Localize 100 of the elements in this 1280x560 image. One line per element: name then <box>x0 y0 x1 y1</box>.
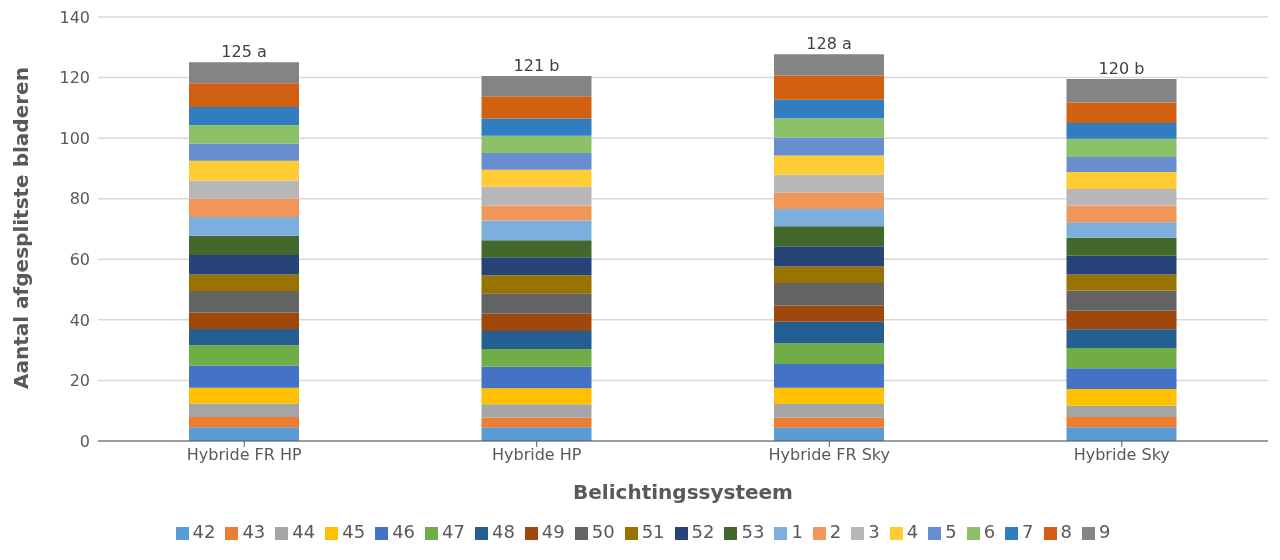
bar <box>1066 222 1177 238</box>
bar <box>774 209 884 227</box>
bar <box>774 305 884 322</box>
bar <box>1066 329 1177 349</box>
x-axis-title: Belichtingssysteem <box>573 480 793 504</box>
legend-label: 42 <box>192 521 216 542</box>
legend-label: 51 <box>641 521 665 542</box>
bar <box>481 427 592 441</box>
bar <box>189 417 299 428</box>
bar <box>774 54 884 76</box>
bar <box>774 174 884 193</box>
y-tick-label: 60 <box>69 249 90 269</box>
bar <box>481 275 592 294</box>
bar <box>1066 102 1177 123</box>
legend-label: 7 <box>1022 521 1034 542</box>
bar <box>481 313 592 332</box>
bar <box>1066 290 1177 311</box>
x-tick-label: Hybride FR HP <box>186 445 303 465</box>
bar <box>774 364 884 388</box>
bar <box>1066 388 1177 406</box>
y-tick-label: 40 <box>69 310 90 330</box>
bar <box>774 343 884 365</box>
bar <box>481 169 592 187</box>
legend-label: 8 <box>1060 521 1073 542</box>
bar <box>1066 237 1177 256</box>
bar <box>774 387 884 405</box>
y-tick-label: 100 <box>59 128 90 148</box>
legend-label: 53 <box>741 521 765 542</box>
y-tick-label: 140 <box>59 7 90 27</box>
bar <box>189 403 299 418</box>
bar <box>774 246 884 267</box>
bar <box>774 282 884 306</box>
bar <box>189 328 299 346</box>
bar <box>1066 255 1177 275</box>
total-label: 120 b <box>1098 59 1145 79</box>
bar <box>1066 274 1177 291</box>
bar <box>481 331 592 349</box>
bar <box>481 205 592 221</box>
bar <box>189 365 299 388</box>
legend-label: 43 <box>242 521 266 542</box>
bar <box>189 274 299 292</box>
bar <box>481 388 592 405</box>
legend-label: 46 <box>392 521 416 542</box>
bar <box>189 345 299 366</box>
bar <box>1066 427 1177 441</box>
bar <box>481 152 592 170</box>
legend-label: 2 <box>829 521 842 542</box>
bar <box>481 417 592 428</box>
bar <box>481 366 592 389</box>
legend-label: 9 <box>1099 521 1111 542</box>
bar <box>774 417 884 428</box>
bar <box>481 186 592 206</box>
legend-label: 3 <box>868 521 880 542</box>
bar <box>189 125 299 144</box>
legend-label: 44 <box>292 521 316 542</box>
legend-label: 49 <box>541 521 565 542</box>
bar <box>774 118 884 138</box>
y-tick-label: 80 <box>69 189 90 209</box>
bar <box>774 155 884 175</box>
bar <box>189 427 299 441</box>
y-tick-label: 20 <box>69 371 90 391</box>
bar <box>189 83 299 107</box>
y-axis-title: Aantal afgesplitste bladeren <box>9 67 34 389</box>
bar <box>189 198 299 217</box>
bar <box>189 180 299 199</box>
y-tick-label: 120 <box>59 68 90 88</box>
total-label: 128 a <box>806 34 852 54</box>
legend-label: 4 <box>906 521 919 542</box>
bar <box>481 118 592 136</box>
x-tick-label: Hybride Sky <box>1073 445 1170 465</box>
legend-label: 1 <box>791 521 803 542</box>
bar <box>1066 79 1177 103</box>
total-label: 121 b <box>513 56 560 76</box>
x-tick-label: Hybride FR Sky <box>768 445 890 465</box>
bar <box>481 293 592 314</box>
bar <box>1066 417 1177 428</box>
bar <box>1066 189 1177 206</box>
bar <box>774 75 884 100</box>
bar <box>1066 205 1177 223</box>
bar <box>1066 310 1177 330</box>
bar <box>774 427 884 441</box>
bar <box>774 266 884 283</box>
bar <box>481 404 592 418</box>
bar <box>189 160 299 181</box>
bar <box>1066 348 1177 369</box>
y-tick-label: 0 <box>79 431 90 451</box>
bar <box>1066 405 1177 418</box>
bar <box>189 387 299 404</box>
bar <box>189 291 299 313</box>
bar <box>481 348 592 367</box>
bar <box>1066 172 1177 190</box>
legend-label: 5 <box>945 521 957 542</box>
bar <box>774 226 884 247</box>
legend-label: 52 <box>691 521 715 542</box>
bar <box>189 62 299 84</box>
bar <box>481 220 592 241</box>
bar <box>774 137 884 156</box>
bar <box>189 106 299 126</box>
bar <box>189 312 299 329</box>
bar <box>774 321 884 344</box>
